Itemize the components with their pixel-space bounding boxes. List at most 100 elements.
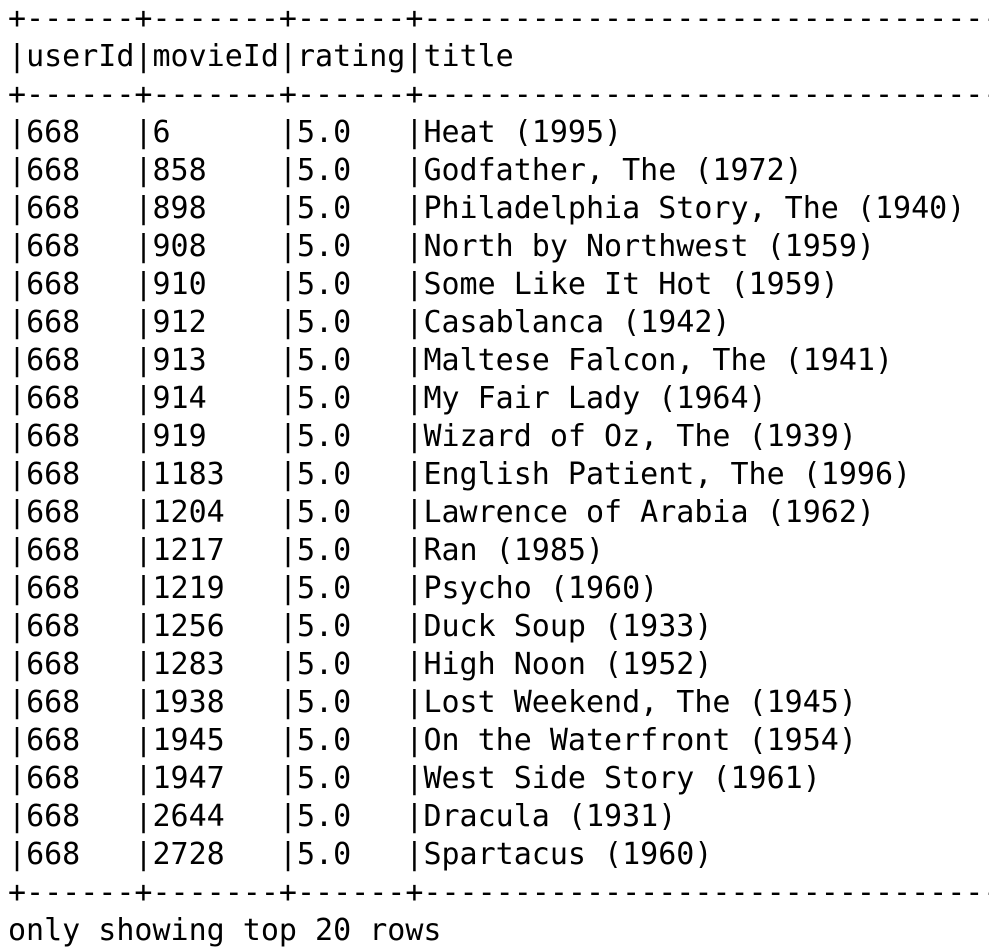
- table-cell-0: 668: [26, 609, 135, 644]
- table-row: |668 |858 |5.0 |Godfather, The (1972) |: [8, 152, 989, 190]
- table-cell-3: Lost Weekend, The (1945): [423, 685, 989, 720]
- table-cell-0: 668: [26, 647, 135, 682]
- table-cell-0: 668: [26, 685, 135, 720]
- table-cell-0: 668: [26, 799, 135, 834]
- table-row: |668 |910 |5.0 |Some Like It Hot (1959) …: [8, 266, 989, 304]
- table-cell-0: 668: [26, 343, 135, 378]
- table-cell-1: 908: [152, 229, 279, 264]
- table-cell-3: Wizard of Oz, The (1939): [423, 419, 989, 454]
- table-border-bottom: +------+-------+------+-----------------…: [8, 875, 989, 910]
- table-cell-3: My Fair Lady (1964): [423, 381, 989, 416]
- table-row: |668 |6 |5.0 |Heat (1995) |: [8, 114, 989, 152]
- table-row: |668 |908 |5.0 |North by Northwest (1959…: [8, 228, 989, 266]
- table-row: |668 |913 |5.0 |Maltese Falcon, The (194…: [8, 342, 989, 380]
- table-cell-0: 668: [26, 305, 135, 340]
- table-cell-1: 898: [152, 191, 279, 226]
- table-cell-1: 1256: [152, 609, 279, 644]
- table-cell-3: High Noon (1952): [423, 647, 989, 682]
- table-cell-2: 5.0: [297, 229, 406, 264]
- table-cell-3: Heat (1995): [423, 115, 989, 150]
- table-cell-3: Casablanca (1942): [423, 305, 989, 340]
- table-row: |668 |1938 |5.0 |Lost Weekend, The (1945…: [8, 684, 989, 722]
- table-cell-2: 5.0: [297, 799, 406, 834]
- rows-notice: only showing top 20 rows: [8, 913, 442, 948]
- table-cell-0: 668: [26, 837, 135, 872]
- table-row: |668 |898 |5.0 |Philadelphia Story, The …: [8, 190, 989, 228]
- table-row: |668 |1217 |5.0 |Ran (1985) |: [8, 532, 989, 570]
- table-cell-3: Maltese Falcon, The (1941): [423, 343, 989, 378]
- table-cell-0: 668: [26, 457, 135, 492]
- table-cell-3: Philadelphia Story, The (1940): [423, 191, 989, 226]
- table-cell-2: 5.0: [297, 609, 406, 644]
- table-row: |668 |1256 |5.0 |Duck Soup (1933) |: [8, 608, 989, 646]
- header-cell-2: rating: [297, 39, 406, 74]
- table-cell-0: 668: [26, 495, 135, 530]
- table-cell-3: Godfather, The (1972): [423, 153, 989, 188]
- table-cell-2: 5.0: [297, 305, 406, 340]
- table-cell-3: English Patient, The (1996): [423, 457, 989, 492]
- header-cell-0: userId: [26, 39, 135, 74]
- table-row: |668 |1947 |5.0 |West Side Story (1961) …: [8, 760, 989, 798]
- table-row: |668 |919 |5.0 |Wizard of Oz, The (1939)…: [8, 418, 989, 456]
- table-cell-1: 919: [152, 419, 279, 454]
- table-cell-2: 5.0: [297, 723, 406, 758]
- table-cell-2: 5.0: [297, 153, 406, 188]
- table-row: |668 |2728 |5.0 |Spartacus (1960) |: [8, 836, 989, 874]
- table-cell-3: On the Waterfront (1954): [423, 723, 989, 758]
- table-cell-0: 668: [26, 761, 135, 796]
- table-cell-1: 910: [152, 267, 279, 302]
- table-cell-1: 2728: [152, 837, 279, 872]
- table-cell-3: Duck Soup (1933): [423, 609, 989, 644]
- table-cell-2: 5.0: [297, 191, 406, 226]
- table-cell-0: 668: [26, 381, 135, 416]
- table-cell-3: West Side Story (1961): [423, 761, 989, 796]
- table-row: |668 |912 |5.0 |Casablanca (1942) |: [8, 304, 989, 342]
- table-cell-2: 5.0: [297, 343, 406, 378]
- table-cell-1: 914: [152, 381, 279, 416]
- table-cell-1: 912: [152, 305, 279, 340]
- table-cell-2: 5.0: [297, 647, 406, 682]
- table-cell-2: 5.0: [297, 419, 406, 454]
- table-cell-0: 668: [26, 229, 135, 264]
- table-cell-2: 5.0: [297, 837, 406, 872]
- table-cell-2: 5.0: [297, 381, 406, 416]
- table-cell-0: 668: [26, 191, 135, 226]
- table-cell-0: 668: [26, 267, 135, 302]
- table-cell-3: Dracula (1931): [423, 799, 989, 834]
- table-cell-1: 858: [152, 153, 279, 188]
- table-cell-2: 5.0: [297, 267, 406, 302]
- table-row: |668 |2644 |5.0 |Dracula (1931) |: [8, 798, 989, 836]
- table-cell-3: Psycho (1960): [423, 571, 989, 606]
- table-row: |668 |1204 |5.0 |Lawrence of Arabia (196…: [8, 494, 989, 532]
- table-cell-0: 668: [26, 571, 135, 606]
- table-body: |668 |6 |5.0 |Heat (1995) ||668 |858 |5.…: [8, 114, 989, 874]
- table-cell-2: 5.0: [297, 571, 406, 606]
- table-cell-2: 5.0: [297, 115, 406, 150]
- table-cell-1: 1938: [152, 685, 279, 720]
- table-cell-1: 1945: [152, 723, 279, 758]
- table-cell-0: 668: [26, 723, 135, 758]
- header-cell-3: title: [423, 39, 989, 74]
- table-cell-1: 1219: [152, 571, 279, 606]
- header-cell-1: movieId: [152, 39, 279, 74]
- table-cell-0: 668: [26, 153, 135, 188]
- table-cell-3: Spartacus (1960): [423, 837, 989, 872]
- console-output: +------+-------+------+-----------------…: [8, 0, 989, 950]
- table-row: |668 |1183 |5.0 |English Patient, The (1…: [8, 456, 989, 494]
- table-row: |668 |914 |5.0 |My Fair Lady (1964) |: [8, 380, 989, 418]
- table-cell-3: North by Northwest (1959): [423, 229, 989, 264]
- table-cell-2: 5.0: [297, 495, 406, 530]
- table-cell-1: 913: [152, 343, 279, 378]
- table-cell-3: Ran (1985): [423, 533, 989, 568]
- table-header-row: |userId|movieId|rating|title |: [8, 38, 989, 76]
- table-cell-3: Some Like It Hot (1959): [423, 267, 989, 302]
- table-cell-1: 1947: [152, 761, 279, 796]
- table-cell-0: 668: [26, 533, 135, 568]
- table-cell-1: 1283: [152, 647, 279, 682]
- table-row: |668 |1945 |5.0 |On the Waterfront (1954…: [8, 722, 989, 760]
- table-cell-2: 5.0: [297, 457, 406, 492]
- table-cell-0: 668: [26, 115, 135, 150]
- table-cell-1: 2644: [152, 799, 279, 834]
- table-cell-3: Lawrence of Arabia (1962): [423, 495, 989, 530]
- table-border-header: +------+-------+------+-----------------…: [8, 77, 989, 112]
